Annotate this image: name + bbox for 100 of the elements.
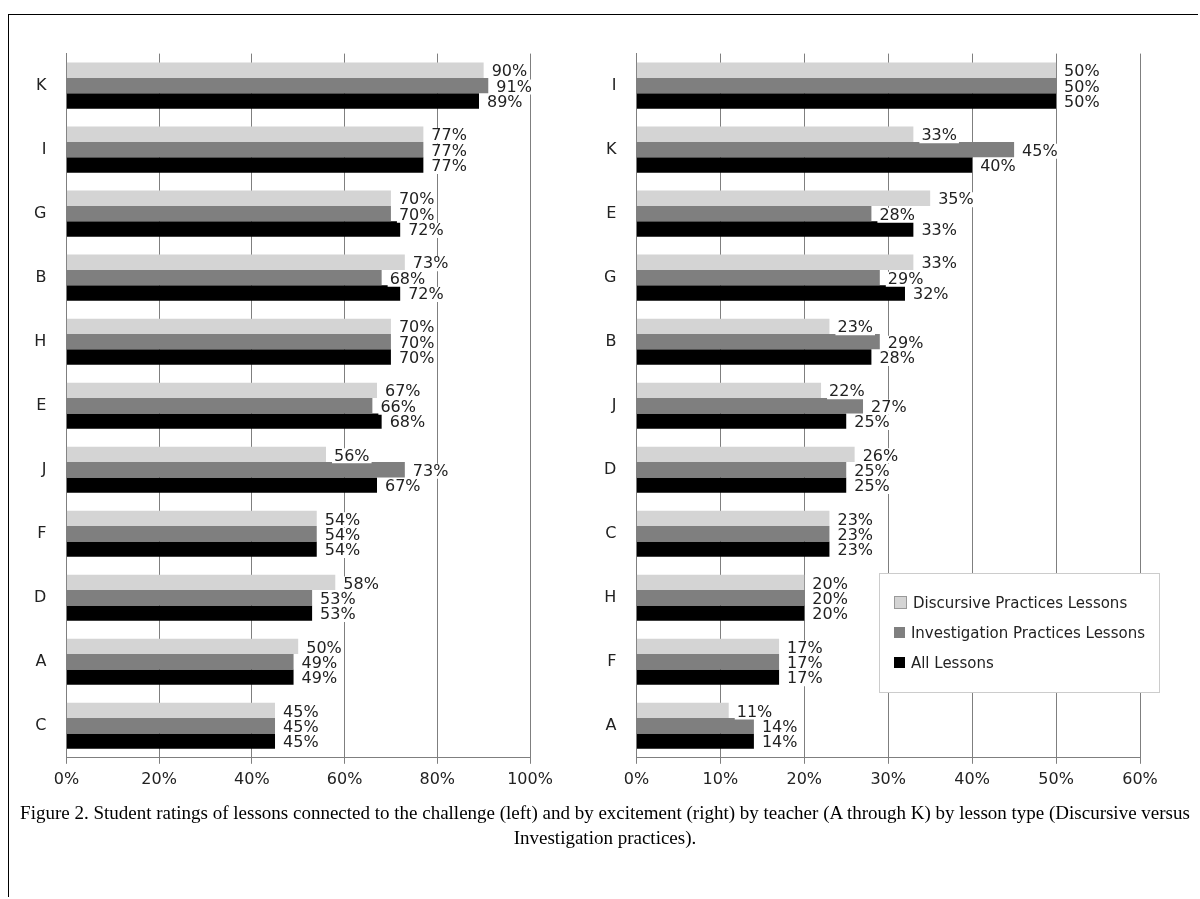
data-label: 25% [854, 412, 890, 432]
bar [66, 205, 391, 222]
bar [636, 510, 830, 527]
x-tick-label: 80% [419, 768, 456, 788]
bar [66, 638, 299, 655]
data-label: 17% [787, 637, 823, 657]
y-tick-label: H [604, 586, 617, 606]
bar [636, 733, 754, 749]
legend-label: Investigation Practices Lessons [910, 623, 1145, 642]
y-tick-label: I [41, 138, 47, 158]
data-label: 53% [320, 588, 356, 608]
bar [636, 205, 872, 222]
bar [636, 654, 780, 670]
data-label: 73% [412, 460, 449, 480]
bar [636, 413, 847, 429]
data-label: 27% [871, 396, 907, 416]
bar [636, 285, 905, 301]
bar [66, 446, 327, 463]
bar [66, 254, 405, 270]
bar [66, 349, 391, 365]
y-tick-label: A [605, 714, 617, 734]
bar [636, 702, 729, 719]
bar [66, 221, 401, 237]
data-label: 26% [862, 445, 899, 465]
caption: Figure 2. Student ratings of lessons connected to the challenge (left) and by excitement (right) by teacher (A through K) by lesson type (Discursive versus Investigation practices). [20, 801, 1190, 850]
data-label: 54% [324, 524, 361, 544]
bar [66, 62, 484, 78]
data-label: 91% [496, 76, 532, 96]
x-tick-label: 20% [786, 768, 823, 788]
bar [66, 669, 294, 685]
bar [66, 398, 373, 414]
y-tick-label: F [37, 522, 47, 542]
data-label: 54% [324, 540, 361, 560]
x-tick-label: 100% [507, 768, 553, 788]
bar [636, 541, 830, 557]
bar [66, 477, 378, 493]
legend-label: Discursive Practices Lessons [912, 593, 1128, 612]
data-label: 40% [980, 156, 1016, 176]
bar [66, 510, 317, 527]
bar [636, 382, 822, 399]
bar [66, 334, 391, 350]
x-tick-label: 0% [53, 768, 80, 788]
data-label: 54% [324, 509, 361, 529]
y-tick-label: K [35, 74, 47, 94]
bar [636, 93, 1057, 109]
y-tick-label: C [35, 714, 47, 734]
data-label: 25% [854, 476, 890, 496]
bar [66, 318, 391, 334]
data-label: 29% [887, 332, 924, 352]
data-label: 45% [1022, 140, 1058, 160]
y-tick-label: B [35, 266, 47, 286]
bar [636, 526, 830, 542]
data-label: 17% [787, 652, 823, 672]
data-label: 22% [829, 381, 865, 401]
x-tick-label: 10% [702, 768, 739, 788]
bar [66, 157, 424, 173]
y-tick-label: G [33, 202, 47, 222]
bar [66, 93, 479, 109]
y-tick-label: I [611, 74, 617, 94]
bar [66, 413, 382, 429]
data-label: 53% [320, 604, 356, 624]
x-tick-label: 0% [623, 768, 650, 788]
bar [636, 669, 780, 685]
data-label: 77% [431, 156, 467, 176]
x-tick-label: 50% [1038, 768, 1074, 788]
bar [636, 462, 847, 478]
bar [636, 190, 931, 206]
y-tick-label: D [604, 458, 617, 478]
bar [636, 254, 914, 270]
bar [636, 126, 914, 142]
bar [636, 477, 847, 493]
y-tick-label: C [605, 522, 617, 542]
bar [66, 718, 276, 734]
data-label: 72% [408, 284, 444, 304]
x-tick-label: 30% [870, 768, 906, 788]
y-tick-label: B [605, 330, 617, 350]
data-label: 58% [343, 573, 379, 593]
bar [636, 718, 754, 734]
bar [66, 462, 405, 478]
data-label: 77% [431, 140, 467, 160]
bar [66, 733, 276, 749]
y-tick-label: J [610, 394, 617, 414]
data-label: 33% [921, 253, 957, 273]
x-tick-label: 60% [1122, 768, 1158, 788]
bar [66, 269, 382, 286]
data-label: 25% [854, 460, 890, 480]
data-label: 56% [334, 445, 370, 465]
data-label: 28% [879, 204, 915, 224]
bar [66, 654, 294, 670]
bar [66, 126, 424, 142]
y-tick-label: F [607, 650, 617, 670]
data-label: 33% [921, 220, 957, 240]
bar [636, 605, 805, 621]
x-tick-label: 40% [234, 768, 270, 788]
data-label: 29% [887, 268, 924, 288]
data-label: 23% [837, 317, 874, 337]
y-tick-label: K [605, 138, 617, 158]
bar [66, 190, 391, 206]
bar [636, 574, 805, 591]
y-tick-label: H [34, 330, 47, 350]
